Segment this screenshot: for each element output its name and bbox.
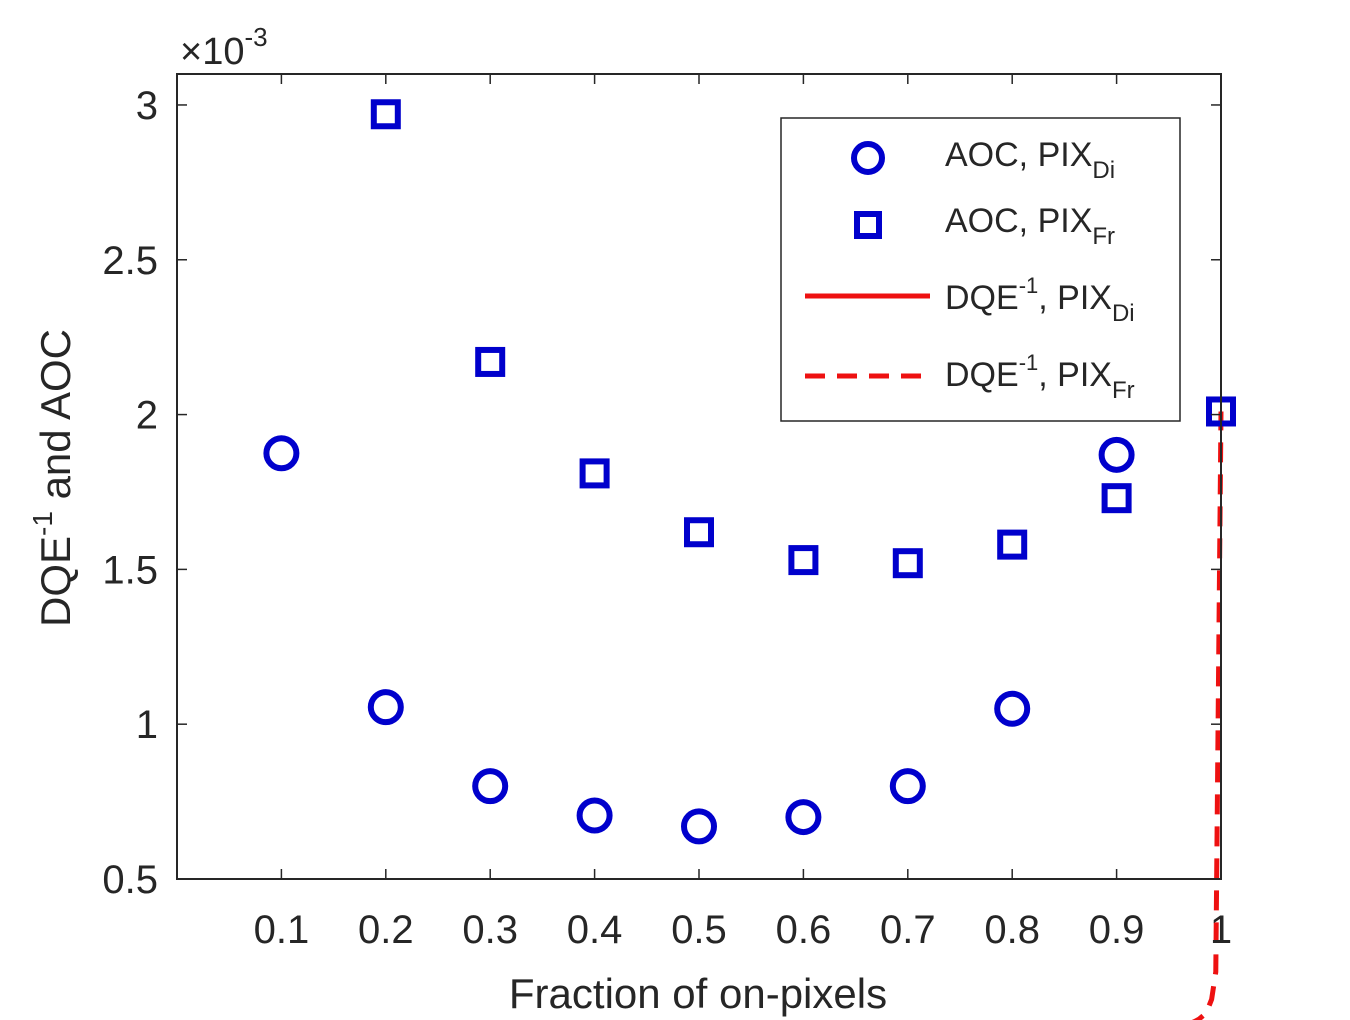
y-tick-label: 3 (136, 84, 158, 128)
legend-label-dqe-fr: DQE-1, PIXFr (945, 350, 1135, 404)
marker-square (475, 346, 506, 377)
marker-square (579, 458, 610, 489)
marker-square (1101, 483, 1132, 514)
x-tick-label: 0.5 (671, 908, 727, 952)
marker-square (370, 99, 401, 130)
legend-label-dqe-di: DQE-1, PIXDi (945, 273, 1135, 327)
y-tick-label: 2.5 (102, 239, 158, 283)
marker-circle (367, 689, 404, 726)
x-tick-label: 0.8 (984, 908, 1040, 952)
legend: AOC, PIXDi AOC, PIXFr DQE-1, PIXDi DQE-1… (780, 117, 1181, 422)
y-tick-label: 1 (136, 703, 158, 747)
y-tick-label: 2 (136, 394, 158, 438)
y-multiplier: ×10-3 (180, 22, 268, 73)
legend-circle-marker (851, 141, 885, 175)
legend-box (780, 117, 1181, 422)
marker-square (997, 529, 1028, 560)
marker-circle (785, 799, 822, 836)
x-tick-label: 0.6 (776, 908, 832, 952)
x-tick-label: 0.4 (567, 908, 623, 952)
y-axis-label: DQE-1 and AOC (27, 329, 79, 627)
y-tick-label: 0.5 (102, 858, 158, 902)
y-tick-label: 1.5 (102, 548, 158, 592)
markers-layer (263, 99, 1236, 845)
x-tick-label: 1 (1210, 908, 1232, 952)
legend-square-marker (854, 211, 882, 239)
marker-circle (1098, 436, 1135, 473)
axes-layer: 0.1 0.2 0.3 0.4 0.5 0.6 0.7 0.8 0.9 1 0.5 1 1.5 2 2.5 3 (102, 73, 1232, 952)
marker-circle (576, 797, 613, 834)
x-tick-label: 0.2 (358, 908, 414, 952)
x-tick-label: 0.9 (1089, 908, 1145, 952)
x-tick-label: 0.1 (254, 908, 310, 952)
x-tick-label: 0.7 (880, 908, 936, 952)
marker-circle (263, 435, 300, 472)
marker-square (788, 545, 819, 576)
x-tick-label: 0.3 (462, 908, 518, 952)
marker-circle (889, 768, 926, 805)
legend-label-aoc-di: AOC, PIXDi (945, 136, 1115, 184)
marker-square (684, 517, 714, 548)
marker-circle (472, 768, 509, 805)
legend-label-aoc-fr: AOC, PIXFr (945, 202, 1115, 250)
x-axis-label: Fraction of on-pixels (509, 970, 887, 1017)
marker-circle (994, 690, 1031, 727)
marker-circle (681, 808, 717, 845)
marker-square (892, 548, 923, 579)
